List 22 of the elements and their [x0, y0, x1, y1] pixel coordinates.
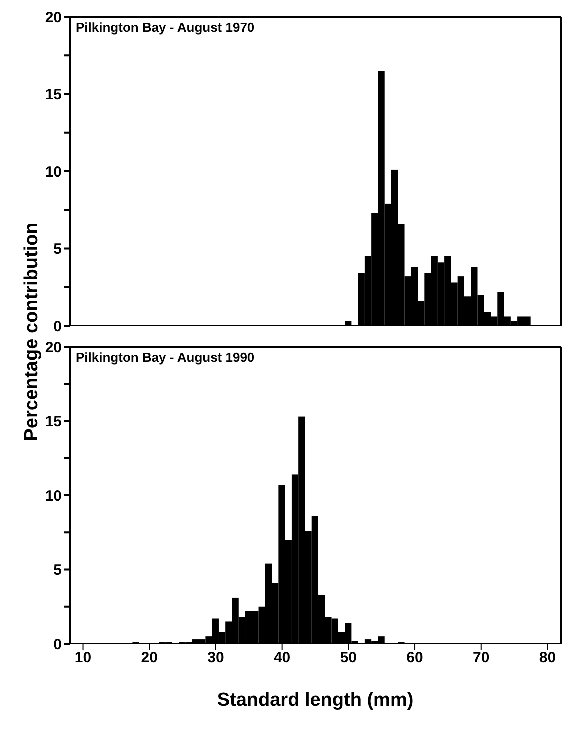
x-tick-label: 20: [141, 650, 158, 667]
y-tick-label: 15: [45, 86, 62, 104]
y-axis-title: Percentage contribution: [21, 222, 43, 442]
y-tick-label: 0: [54, 636, 62, 654]
chart-title: Pilkington Bay - August 1990: [76, 350, 255, 365]
x-tick-label: 70: [473, 650, 490, 667]
y-tick-label: 0: [54, 318, 62, 336]
x-tick-label: 80: [539, 650, 556, 667]
x-tick-label: 50: [340, 650, 358, 667]
y-tick-label: 5: [54, 241, 62, 258]
x-tick-label: 30: [208, 650, 224, 667]
y-tick-label: 20: [45, 339, 62, 356]
chart-title: Pilkington Bay - August 1970: [76, 20, 255, 35]
y-tick-label: 15: [45, 414, 62, 431]
y-tick-label: 10: [45, 164, 62, 181]
x-tick-label: 40: [274, 650, 291, 667]
x-axis-title: Standard length (mm): [217, 690, 414, 711]
y-tick-label: 10: [45, 488, 62, 505]
x-tick-label: 60: [406, 650, 424, 667]
x-tick-label: 10: [74, 650, 92, 667]
y-tick-label: 20: [45, 9, 62, 26]
y-tick-label: 5: [54, 562, 62, 580]
